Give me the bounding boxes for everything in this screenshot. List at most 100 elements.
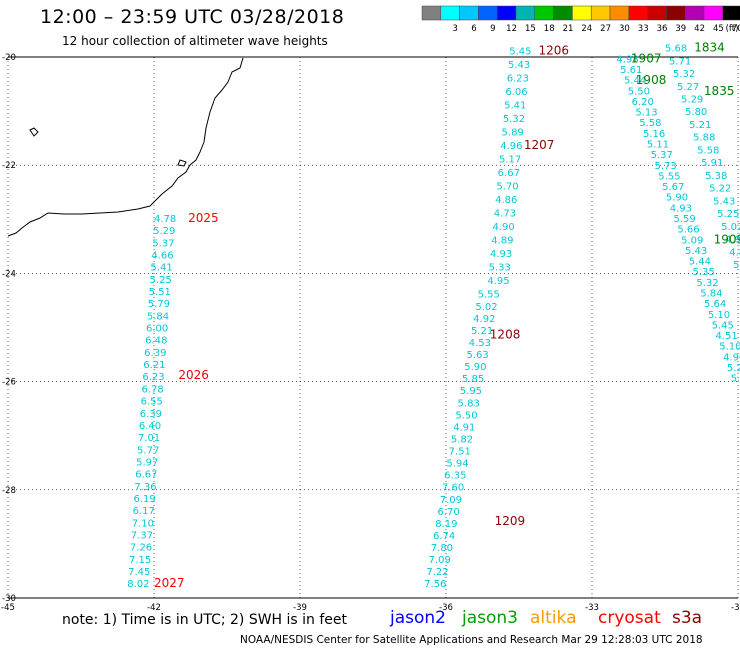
colorbar-swatch	[666, 5, 686, 21]
track-time-label: 1835	[704, 84, 735, 98]
colorbar-tick-label: 70	[732, 24, 740, 34]
legend-altika: altika	[530, 608, 577, 628]
colorbar-tick-label: 12	[506, 24, 517, 34]
wave-height-value: 5.55	[478, 290, 500, 301]
map-title: 12:00 – 23:59 UTC 03/28/2018	[40, 6, 345, 28]
wave-height-value: 5.10	[719, 342, 740, 353]
colorbar-tick-label: 21	[563, 24, 574, 34]
wave-height-value: 5.35	[693, 267, 715, 278]
colorbar-swatch	[478, 5, 498, 21]
wave-height-value: 5.70	[496, 182, 518, 193]
wave-height-value: 4.53	[469, 338, 491, 349]
wave-height-value: 7.09	[429, 555, 451, 566]
colorbar-swatch	[572, 5, 592, 21]
footer-note: note: 1) Time is in UTC; 2) SWH is in fe…	[62, 612, 348, 628]
colorbar-swatch	[703, 5, 724, 21]
wave-height-value: 4.95	[487, 276, 509, 287]
wave-height-value: 4.86	[495, 195, 517, 206]
wave-height-value: 5.43	[733, 260, 740, 271]
lon-tick-label: -33	[585, 603, 599, 613]
wave-height-value: 5.16	[643, 129, 665, 140]
wave-height-value: 5.58	[697, 145, 719, 156]
wave-height-value: 5.88	[693, 133, 715, 144]
colorbar-swatch	[515, 5, 536, 21]
wave-height-value: 5.37	[152, 238, 174, 249]
lat-tick-label: -26	[2, 378, 16, 388]
wave-height-value: 5.85	[462, 374, 484, 385]
wave-height-value: 8.02	[127, 579, 149, 590]
wave-height-value: 4.81	[729, 247, 740, 258]
colorbar-tick-label: 33	[638, 24, 649, 34]
colorbar-tick-label: 6	[471, 24, 476, 34]
legend-cryosat: cryosat	[598, 608, 661, 628]
track-time-label: 1909	[714, 233, 740, 247]
colorbar-swatch	[496, 5, 517, 21]
wave-height-value: 4.90	[723, 352, 740, 363]
wave-height-value: 4.73	[494, 209, 516, 220]
wave-height-value: 6.06	[505, 87, 527, 98]
lon-tick-label: -45	[1, 603, 15, 613]
credit-line: NOAA/NESDIS Center for Satellite Applica…	[240, 634, 703, 646]
colorbar-tick-label: 18	[544, 24, 555, 34]
colorbar-tick-label: 24	[581, 24, 592, 34]
wave-height-value: 5.10	[708, 310, 730, 321]
wave-height-value: 7.22	[426, 567, 448, 578]
map-subtitle: 12 hour collection of altimeter wave hei…	[62, 34, 328, 48]
track-time-label: 2027	[154, 576, 185, 590]
colorbar-tick-label: 3	[452, 24, 457, 34]
wave-height-value: 5.13	[635, 108, 657, 119]
wave-height-value: 5.25	[150, 275, 172, 286]
lon-tick-label: -42	[147, 603, 161, 613]
wave-height-value: 7.60	[442, 483, 464, 494]
wave-height-value: 6.67	[498, 168, 520, 179]
lat-tick-label: -28	[2, 486, 16, 496]
wave-height-value: 5.83	[458, 398, 480, 409]
wave-height-value: 6.39	[140, 409, 162, 420]
wave-height-value: 5.89	[502, 127, 524, 138]
wave-height-value: 5.43	[508, 60, 530, 71]
colorbar-swatch	[684, 5, 705, 21]
wave-height-value: 4.90	[493, 222, 515, 233]
wave-height-value: 5.44	[689, 257, 711, 268]
colorbar-swatch	[609, 5, 630, 21]
wave-height-value: 5.82	[451, 434, 473, 445]
wave-height-value: 7.56	[424, 579, 446, 590]
wave-height-value: 5.25	[717, 209, 739, 220]
wave-height-value: 6.40	[139, 421, 161, 432]
wave-height-value: 6.17	[133, 506, 155, 517]
wave-height-value: 5.45	[712, 320, 734, 331]
wave-height-value: 5.90	[464, 362, 486, 373]
colorbar: 3 6 9 12 15 18 21 24 27 30 33 36 39 42 45 70(ft)	[421, 5, 740, 34]
wave-height-value: 5.67	[662, 182, 684, 193]
wave-height-value: 6.19	[133, 494, 155, 505]
colorbar-unit: (ft)	[726, 24, 739, 34]
colorbar-tick-label: 9	[490, 24, 495, 34]
wave-height-value: 5.58	[639, 118, 661, 129]
wave-height-value: 7.15	[129, 555, 151, 566]
wave-height-value: 5.79	[148, 299, 170, 310]
wave-height-value: 6.23	[507, 73, 529, 84]
wave-height-value: 7.36	[134, 482, 156, 493]
wave-height-value: 6.21	[143, 360, 165, 371]
wave-height-value: 5.71	[669, 56, 691, 67]
wave-height-value: 5.22	[709, 184, 731, 195]
wave-height-value: 6.00	[146, 324, 168, 335]
wave-height-value: 7.37	[131, 530, 153, 541]
colorbar-swatch	[459, 5, 479, 21]
colorbar-tick-label: 36	[657, 24, 668, 34]
wave-height-value: 4.66	[151, 251, 173, 262]
wave-height-value: 6.35	[444, 471, 466, 482]
wave-height-value: 5.80	[685, 107, 707, 118]
wave-height-value: 5.11	[647, 140, 669, 151]
wave-height-value: 4.91	[453, 422, 475, 433]
wave-height-value: 5.17	[499, 154, 521, 165]
wave-height-value: 7.26	[130, 543, 152, 554]
wave-height-value: 4.93	[490, 249, 512, 260]
wave-height-value: 5.43	[713, 196, 735, 207]
track-time-label: 1208	[490, 327, 521, 341]
wave-height-value: 4.92	[473, 314, 495, 325]
wave-height-value: 5.38	[705, 171, 727, 182]
wave-height-value: 5.44	[624, 76, 646, 87]
wave-height-value: 5.02	[721, 222, 740, 233]
